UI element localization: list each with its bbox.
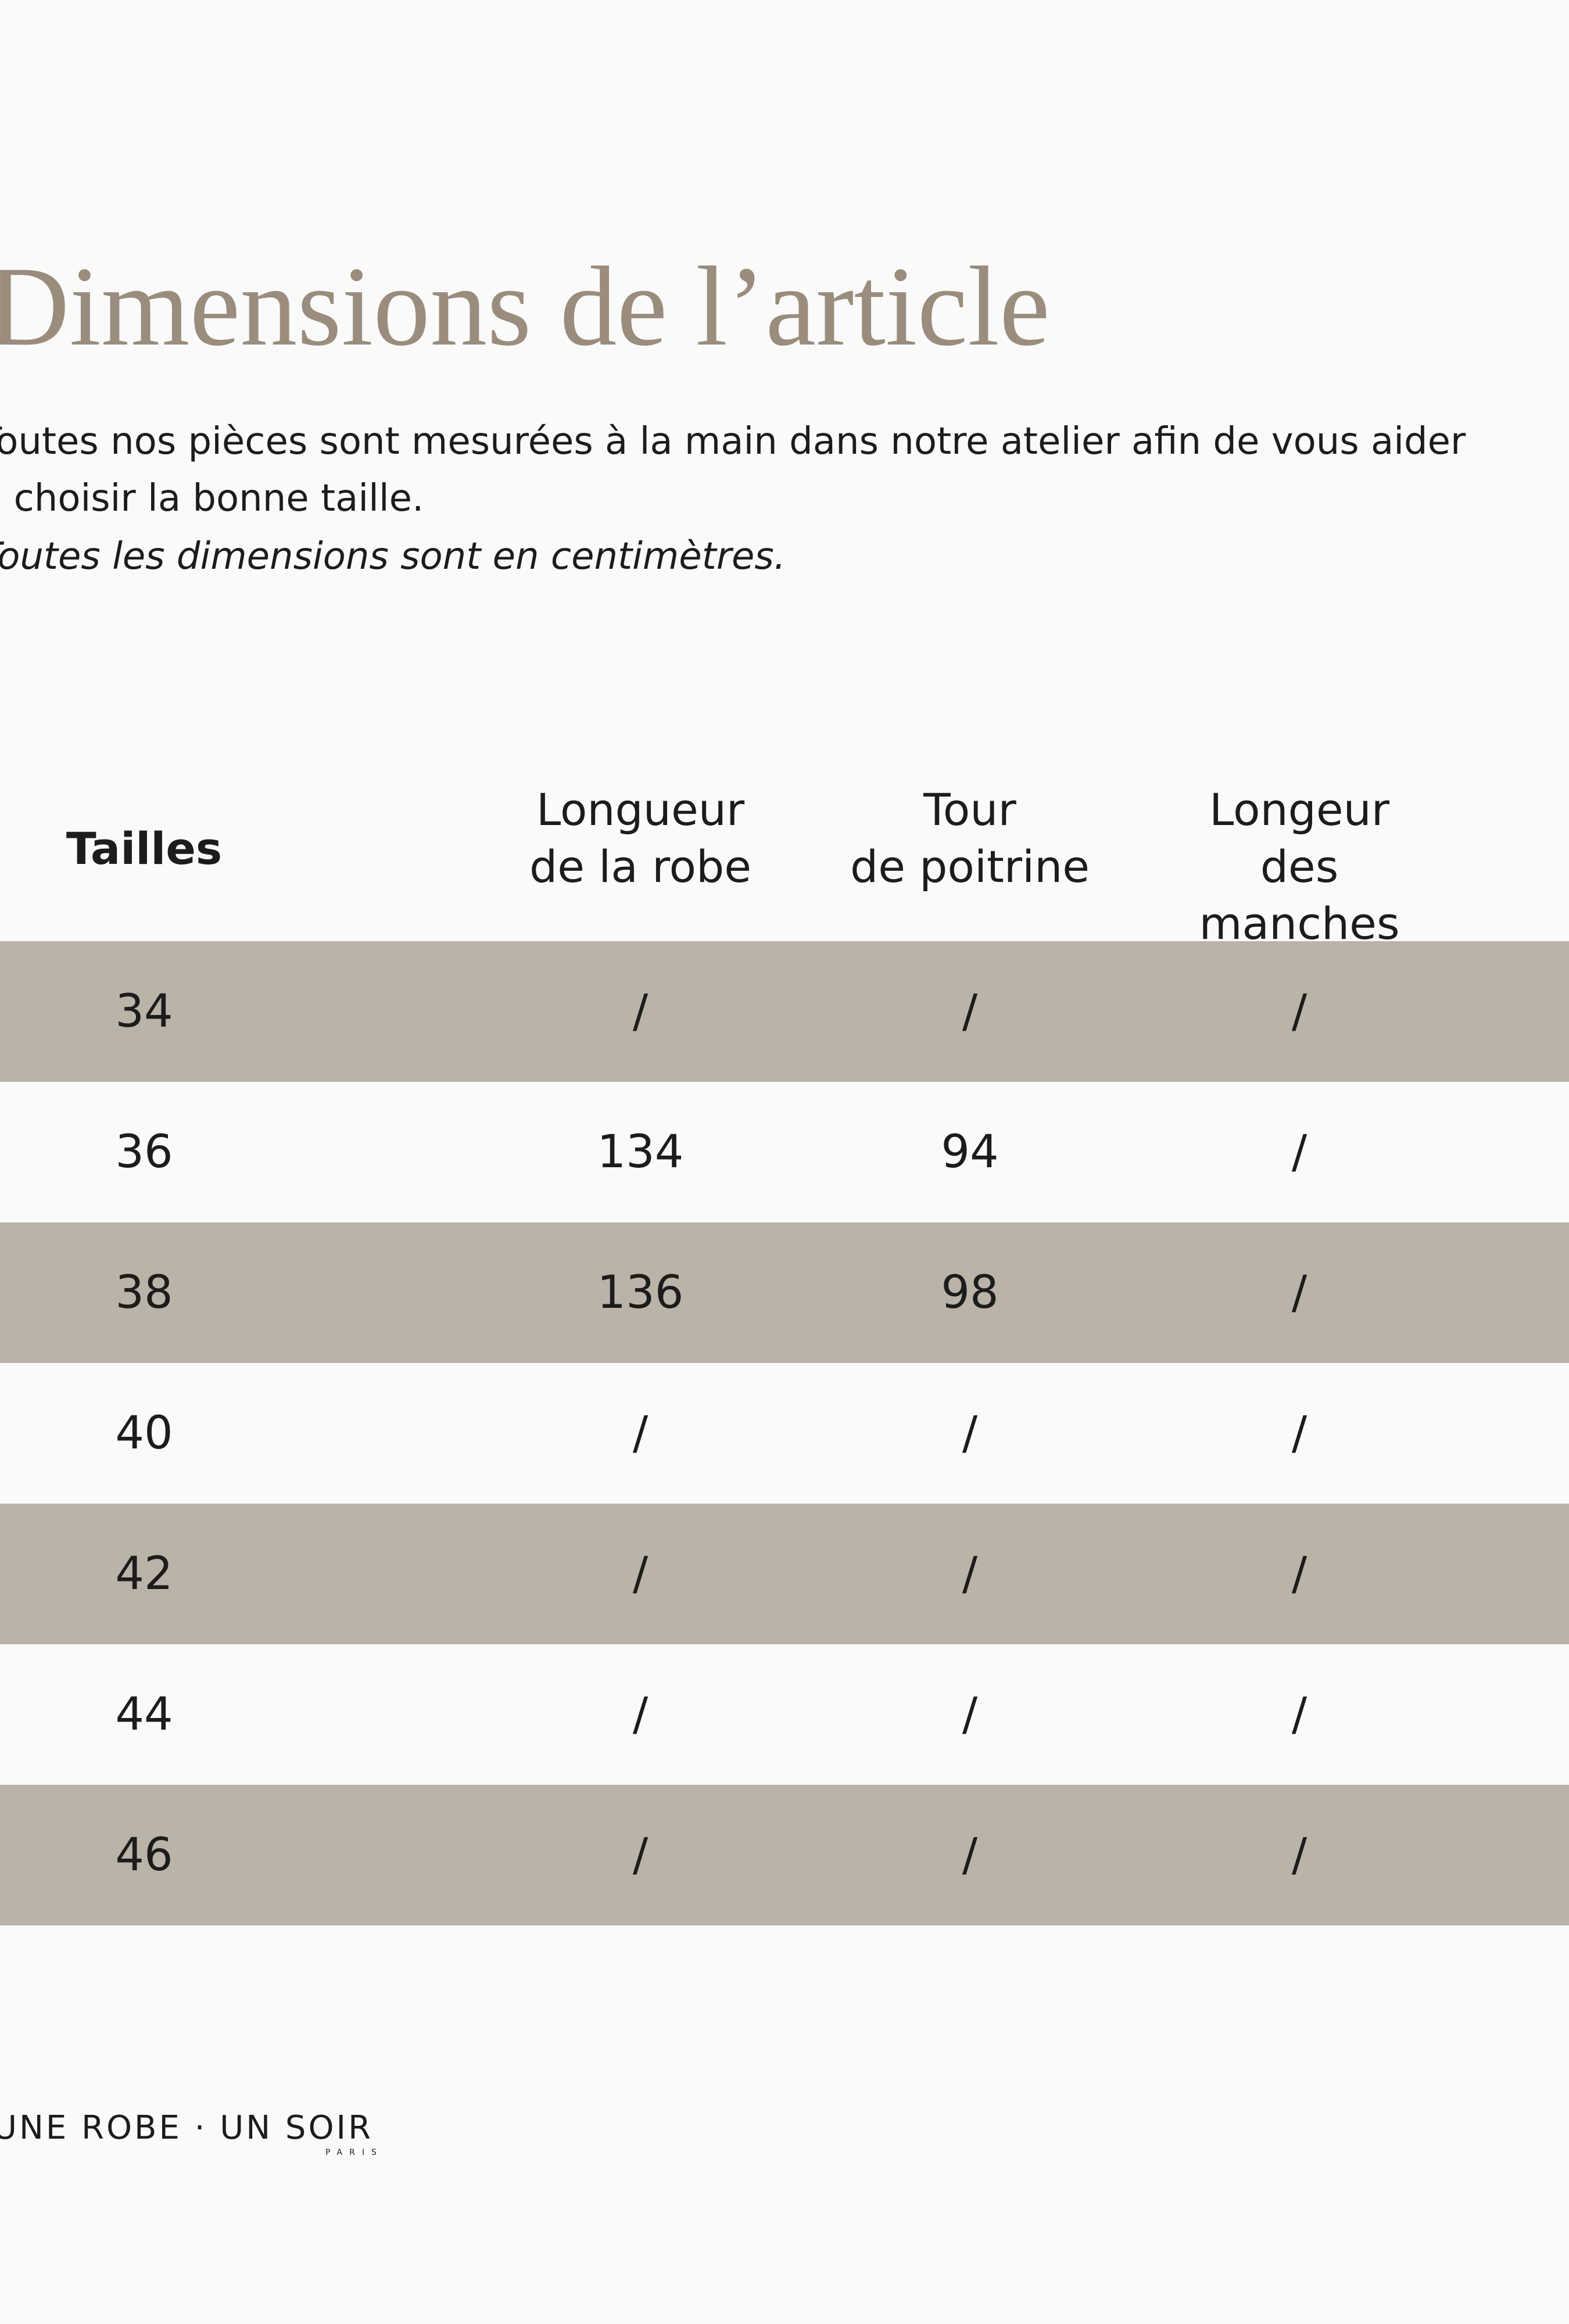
table-cell: / xyxy=(1291,1126,1308,1178)
table-cell: / xyxy=(1291,1548,1308,1600)
table-cell: / xyxy=(1291,1267,1308,1319)
table-row: 40 / / / xyxy=(0,1363,1569,1504)
table-row: 38 136 98 / xyxy=(0,1222,1569,1363)
table-cell: / xyxy=(962,1407,978,1459)
column-header: Tailles xyxy=(66,823,223,874)
table-cell: / xyxy=(1291,1688,1308,1741)
table-cell: / xyxy=(962,985,978,1038)
intro-line: Toutes nos pièces sont mesurées à la mai… xyxy=(0,420,1466,463)
table-row: 46 / / / xyxy=(0,1785,1569,1925)
table-cell: 38 xyxy=(115,1267,173,1319)
table-cell: / xyxy=(632,1688,649,1741)
table-cell: 40 xyxy=(115,1407,173,1459)
table-cell: 36 xyxy=(115,1126,173,1178)
page-title: Dimensions de l’article xyxy=(0,243,1050,370)
table-cell: / xyxy=(632,1829,649,1881)
table-cell: / xyxy=(632,1407,649,1459)
table-cell: / xyxy=(1291,985,1308,1038)
column-header: Tour de poitrine xyxy=(850,784,1090,892)
intro-line: à choisir la bonne taille. xyxy=(0,477,424,520)
table-cell: / xyxy=(1291,1829,1308,1881)
table-cell: 46 xyxy=(115,1829,173,1881)
table-row: 34 / / / xyxy=(0,941,1569,1082)
logo-subtitle: PARIS xyxy=(325,2148,384,2157)
table-cell: / xyxy=(962,1548,978,1600)
logo: UNE ROBE · UN SOIR xyxy=(0,2109,373,2147)
column-header: Longeur des manches xyxy=(1199,784,1400,949)
table-cell: / xyxy=(962,1829,978,1881)
table-cell: 94 xyxy=(941,1126,999,1178)
intro-note: Toutes les dimensions sont en centimètre… xyxy=(0,535,786,578)
table-row: 42 / / / xyxy=(0,1504,1569,1644)
table-cell: 134 xyxy=(597,1126,684,1178)
table-cell: / xyxy=(962,1688,978,1741)
table-cell: 34 xyxy=(115,985,173,1038)
column-header: Longueur de la robe xyxy=(529,784,752,892)
table-cell: / xyxy=(632,1548,649,1600)
table-row: 44 / / / xyxy=(0,1644,1569,1785)
table-cell: 42 xyxy=(115,1548,173,1600)
table-cell: / xyxy=(1291,1407,1308,1459)
table-row: 36 134 94 / xyxy=(0,1082,1569,1222)
table-cell: 136 xyxy=(597,1267,684,1319)
table-cell: 98 xyxy=(941,1267,999,1319)
table-cell: / xyxy=(632,985,649,1038)
table-cell: 44 xyxy=(115,1688,173,1741)
